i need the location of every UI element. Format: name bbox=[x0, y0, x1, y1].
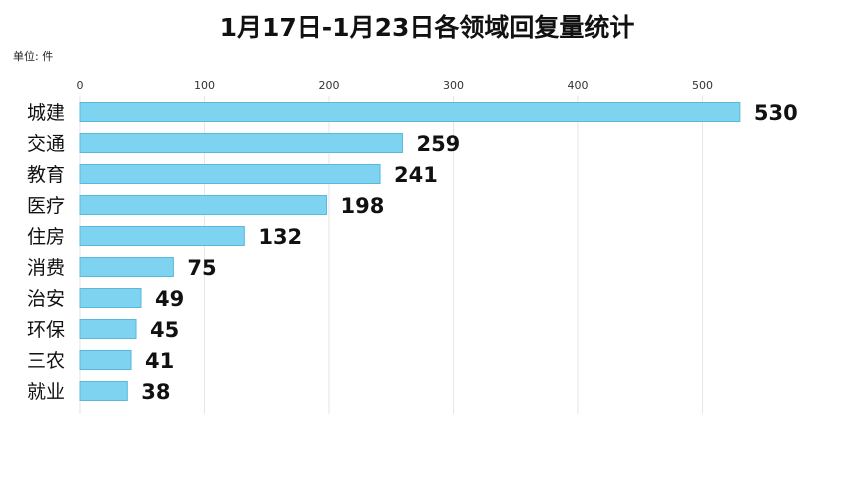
bar bbox=[79, 319, 137, 339]
category-label: 就业 bbox=[27, 381, 65, 403]
bar bbox=[79, 133, 403, 153]
value-label: 49 bbox=[155, 287, 184, 311]
bar bbox=[79, 164, 381, 184]
category-label: 医疗 bbox=[27, 195, 65, 217]
bar bbox=[79, 226, 245, 246]
bar bbox=[79, 381, 128, 401]
x-tick-label: 500 bbox=[692, 79, 713, 92]
category-label: 城建 bbox=[27, 102, 65, 124]
category-label: 治安 bbox=[27, 288, 65, 310]
value-label: 198 bbox=[341, 194, 385, 218]
bar bbox=[79, 350, 132, 370]
x-tick-label: 200 bbox=[319, 79, 340, 92]
chart-title: 1月17日-1月23日各领域回复量统计 bbox=[219, 13, 635, 42]
value-label: 132 bbox=[258, 225, 302, 249]
value-label: 45 bbox=[150, 318, 179, 342]
bar bbox=[79, 257, 174, 277]
bar bbox=[79, 288, 142, 308]
value-label: 38 bbox=[141, 380, 170, 404]
category-label: 环保 bbox=[27, 319, 65, 341]
value-label: 530 bbox=[754, 101, 798, 125]
unit-label: 单位: 件 bbox=[13, 50, 54, 63]
bar bbox=[79, 195, 328, 215]
category-label: 住房 bbox=[27, 226, 65, 248]
x-tick-label: 400 bbox=[568, 79, 589, 92]
x-tick-label: 300 bbox=[443, 79, 464, 92]
x-tick-label: 0 bbox=[77, 79, 84, 92]
category-label: 消费 bbox=[27, 257, 65, 279]
value-label: 41 bbox=[145, 349, 174, 373]
value-label: 75 bbox=[187, 256, 216, 280]
category-label: 教育 bbox=[27, 164, 65, 186]
category-label: 交通 bbox=[27, 133, 65, 155]
value-label: 259 bbox=[416, 132, 460, 156]
x-tick-label: 100 bbox=[194, 79, 215, 92]
bar bbox=[79, 102, 741, 122]
value-label: 241 bbox=[394, 163, 438, 187]
category-label: 三农 bbox=[27, 350, 65, 372]
